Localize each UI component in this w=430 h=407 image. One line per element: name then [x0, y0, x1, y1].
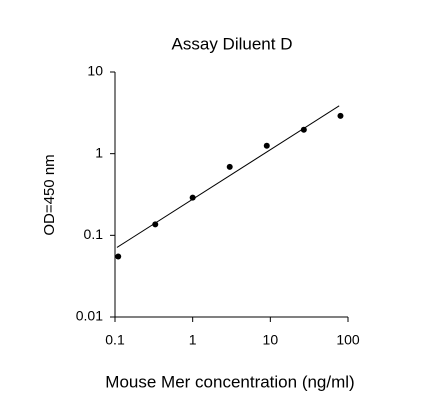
y-tick-label: 0.01: [76, 308, 103, 324]
trendline: [116, 105, 340, 248]
data-point: [263, 142, 270, 149]
y-tick-label: 10: [87, 63, 103, 79]
y-axis-label: OD=450 nm: [41, 154, 58, 235]
y-tick-label: 1: [95, 144, 103, 160]
x-axis-label: Mouse Mer concentration (ng/ml): [105, 372, 354, 391]
x-tick-label: 0.1: [105, 332, 125, 348]
y-tick-label: 0.1: [84, 226, 104, 242]
data-point: [152, 221, 159, 228]
data-point: [337, 112, 344, 119]
data-point: [300, 126, 307, 133]
chart-title: Assay Diluent D: [172, 34, 293, 53]
x-tick-label: 100: [336, 332, 360, 348]
data-point: [189, 194, 196, 201]
x-tick-label: 10: [263, 332, 279, 348]
data-point: [115, 253, 122, 260]
data-point: [226, 163, 233, 170]
x-tick-label: 1: [189, 332, 197, 348]
